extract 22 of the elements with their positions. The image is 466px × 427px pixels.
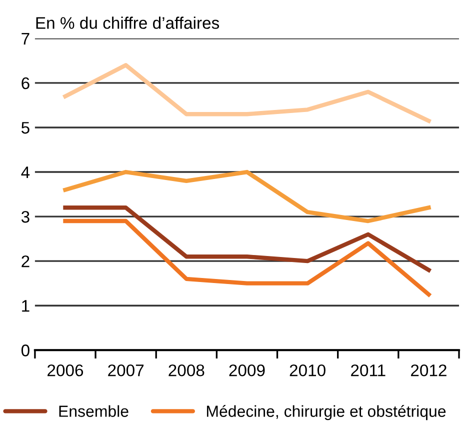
x-tick-label: 2012 (411, 364, 446, 376)
y-axis-title: En % du chiffre d’affaires (36, 16, 220, 29)
legend-label: Médecine, chirurgie et obstétrique (206, 405, 446, 420)
y-tick-label: 0 (21, 344, 30, 356)
x-tick-label: 2006 (48, 364, 84, 376)
x-tick-label: 2009 (229, 364, 265, 376)
y-tick-label: 3 (21, 210, 30, 223)
x-tick-label: 2007 (108, 364, 144, 376)
x-tick-label: 2010 (290, 364, 326, 376)
y-tick-label: 5 (21, 122, 30, 134)
x-tick-label: 2008 (168, 364, 204, 376)
line-series (63, 170, 431, 224)
line-series (63, 63, 431, 123)
line-series (63, 218, 431, 297)
y-tick-label: 7 (22, 33, 30, 44)
y-tick-label: 2 (22, 255, 30, 268)
legend-label: Ensemble (59, 405, 128, 417)
y-tick-label: 4 (21, 166, 30, 178)
y-tick-label: 6 (22, 77, 30, 90)
x-tick-label: 2011 (351, 364, 386, 376)
y-tick-label: 1 (22, 300, 30, 312)
line-series (63, 206, 431, 272)
